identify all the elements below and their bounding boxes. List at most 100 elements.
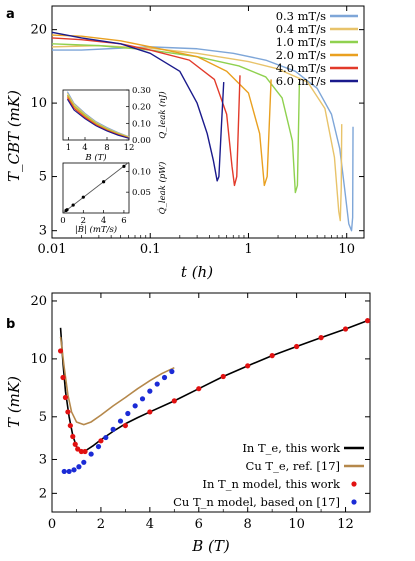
panel-b-series-point-2 xyxy=(78,448,84,455)
panel-b-series-point-2 xyxy=(364,318,371,324)
panel-b-series-point-2 xyxy=(245,363,251,369)
panel-b-series-point-2 xyxy=(60,374,66,381)
legend-entry-in-te: In T_e, this work xyxy=(242,441,341,455)
inset-qdot-xtick-label: 0 xyxy=(60,216,65,226)
legend-entry-cu-te: Cu T_e, ref. [17] xyxy=(246,459,340,473)
panel-b-series-point-3 xyxy=(154,381,160,387)
panel-b-series-point-2 xyxy=(65,409,71,415)
panel-b-xtick-label: 12 xyxy=(337,517,354,532)
panel-b-series-point-2 xyxy=(147,409,153,415)
panel-b-ytick-label: 10 xyxy=(30,352,47,367)
panel-b-series-point-3 xyxy=(76,464,82,470)
panel-b-ticks: 0 2 4 6 8 10 12 2 3 5 10 20 xyxy=(30,293,370,532)
inset-qdot-ylabel: Q̇_leak (pW) xyxy=(156,162,168,215)
panel-b-series-point-3 xyxy=(161,374,168,381)
panel-a-ytick-label: 20 xyxy=(30,23,47,38)
panel-b-xlabel: B (T) xyxy=(191,537,230,555)
inset-qdot-series xyxy=(62,161,130,214)
panel-a-ytick-label: 10 xyxy=(30,96,47,111)
panel-b-series-point-2 xyxy=(196,386,202,392)
inset-qdot-xtick-label: 4 xyxy=(101,216,106,226)
panel-b-xtick-label: 6 xyxy=(195,517,203,532)
panel-a-ytick-label: 5 xyxy=(39,170,47,185)
inset-qdot-xtick-label: 2 xyxy=(81,216,86,226)
inset-qdot-ticks: 0 2 4 6 0.05 0.10 xyxy=(60,167,151,226)
inset-qdot-point xyxy=(71,203,75,207)
panel-a-label: a xyxy=(6,7,15,22)
panel-b-series-point-2 xyxy=(318,335,324,341)
inset-qleak-xtick-label: 1 xyxy=(66,143,71,153)
panel-b-series-point-3 xyxy=(117,418,124,424)
panel-b-ytick-label: 20 xyxy=(30,294,47,309)
panel-b-xtick-label: 8 xyxy=(244,517,252,532)
inset-qdot-point xyxy=(65,208,69,212)
inset-qleak-ytick-label: 0.30 xyxy=(132,86,151,96)
inset-qleak-xtick-label: 12 xyxy=(124,143,135,153)
panel-b-series-point-3 xyxy=(132,403,138,409)
panel-b-series-point-3 xyxy=(139,396,146,402)
panel-b-series-point-2 xyxy=(171,398,177,404)
panel-b-series-point-3 xyxy=(125,410,131,417)
inset-qleak-xlabel: B (T) xyxy=(84,152,106,163)
panel-b-series-point-2 xyxy=(82,448,88,455)
inset-qleak-ticks: 1 4 8 120.00 0.10 0.20 0.30 xyxy=(66,86,151,153)
panel-a-series-line-5 xyxy=(51,31,225,182)
panel-b-series-point-3 xyxy=(66,468,72,475)
panel-b-ytick-label: 3 xyxy=(39,452,47,467)
inset-qleak-ylabel: Q_leak (nJ) xyxy=(157,91,168,138)
inset-qleak-series xyxy=(66,91,130,139)
legend-entry-1-0: 1.0 mT/s xyxy=(276,35,326,49)
panel-b-series-point-2 xyxy=(70,433,76,440)
panel-b-series-point-2 xyxy=(122,422,128,429)
panel-a-xtick-label: 10 xyxy=(338,242,355,257)
panel-b-series-line-1 xyxy=(59,336,175,426)
inset-qdot-xtick-label: 6 xyxy=(121,216,126,226)
panel-a-series xyxy=(51,31,354,232)
legend-swatch-in-tn xyxy=(351,481,357,487)
legend-entry-0-4: 0.4 mT/s xyxy=(276,22,326,36)
panel-b-series xyxy=(57,318,371,475)
panel-a-ytick-label: 3 xyxy=(39,224,47,239)
panel-b-xtick-label: 10 xyxy=(288,517,305,532)
inset-qdot-ytick-label: 0.10 xyxy=(132,167,151,177)
panel-b-frame xyxy=(51,292,371,513)
inset-qdot-ytick-label: 0.05 xyxy=(132,188,151,198)
panel-a-ylabel: T_CBT (mK) xyxy=(5,90,23,182)
inset-qdot-point xyxy=(122,164,126,168)
panel-b-series-point-3 xyxy=(95,443,102,450)
legend-entry-2-0: 2.0 mT/s xyxy=(276,48,326,62)
panel-b: b 0 2 4 6 8 10 12 2 3 5 10 20 B (T) T (mK) In T_e, … xyxy=(5,292,371,555)
panel-b-series-point-3 xyxy=(147,388,153,394)
inset-qdot-xlabel: |Ḃ| (mT/s) xyxy=(75,223,117,235)
panel-b-xtick-label: 2 xyxy=(97,517,105,532)
inset-qleak-ytick-label: 0.10 xyxy=(132,119,151,129)
panel-b-series-point-2 xyxy=(62,394,69,401)
inset-qleak-bg xyxy=(62,89,130,141)
panel-a-xtick-label: 0.1 xyxy=(140,242,161,257)
inset-qleak-xtick-label: 8 xyxy=(104,143,109,153)
panel-b-ytick-label: 5 xyxy=(39,410,47,425)
legend-entry-cu-tn: Cu T_n model, based on [17] xyxy=(173,495,340,509)
panel-b-series-point-2 xyxy=(294,343,300,350)
inset-qleak-series-line-1 xyxy=(66,93,130,138)
legend-entry-0-3: 0.3 mT/s xyxy=(276,9,326,23)
inset-qleak: 1 4 8 120.00 0.10 0.20 0.30 B (T) Q_leak (nJ) xyxy=(62,86,168,163)
panel-a-xlabel: t (h) xyxy=(181,263,213,281)
panel-a-series-line-3 xyxy=(51,34,272,187)
panel-b-series-point-3 xyxy=(81,459,87,465)
panel-b-series-line-0 xyxy=(59,319,368,453)
inset-qleak-ytick-label: 0.20 xyxy=(132,103,151,113)
panel-b-series-point-3 xyxy=(61,468,67,475)
panel-b-series-point-2 xyxy=(342,326,349,332)
panel-b-series-point-3 xyxy=(71,467,77,473)
panel-b-series-point-3 xyxy=(88,451,94,457)
inset-qdot: 0 2 4 6 0.05 0.10 |Ḃ| (mT/s) Q̇_leak (pW) xyxy=(60,162,168,235)
panel-b-ylabel: T (mK) xyxy=(5,376,23,428)
panel-b-series-point-2 xyxy=(72,441,78,447)
panel-b-series-point-2 xyxy=(220,373,226,380)
legend-entry-in-tn: In T_n model, this work xyxy=(202,477,341,491)
panel-b-xtick-label: 0 xyxy=(48,517,56,532)
